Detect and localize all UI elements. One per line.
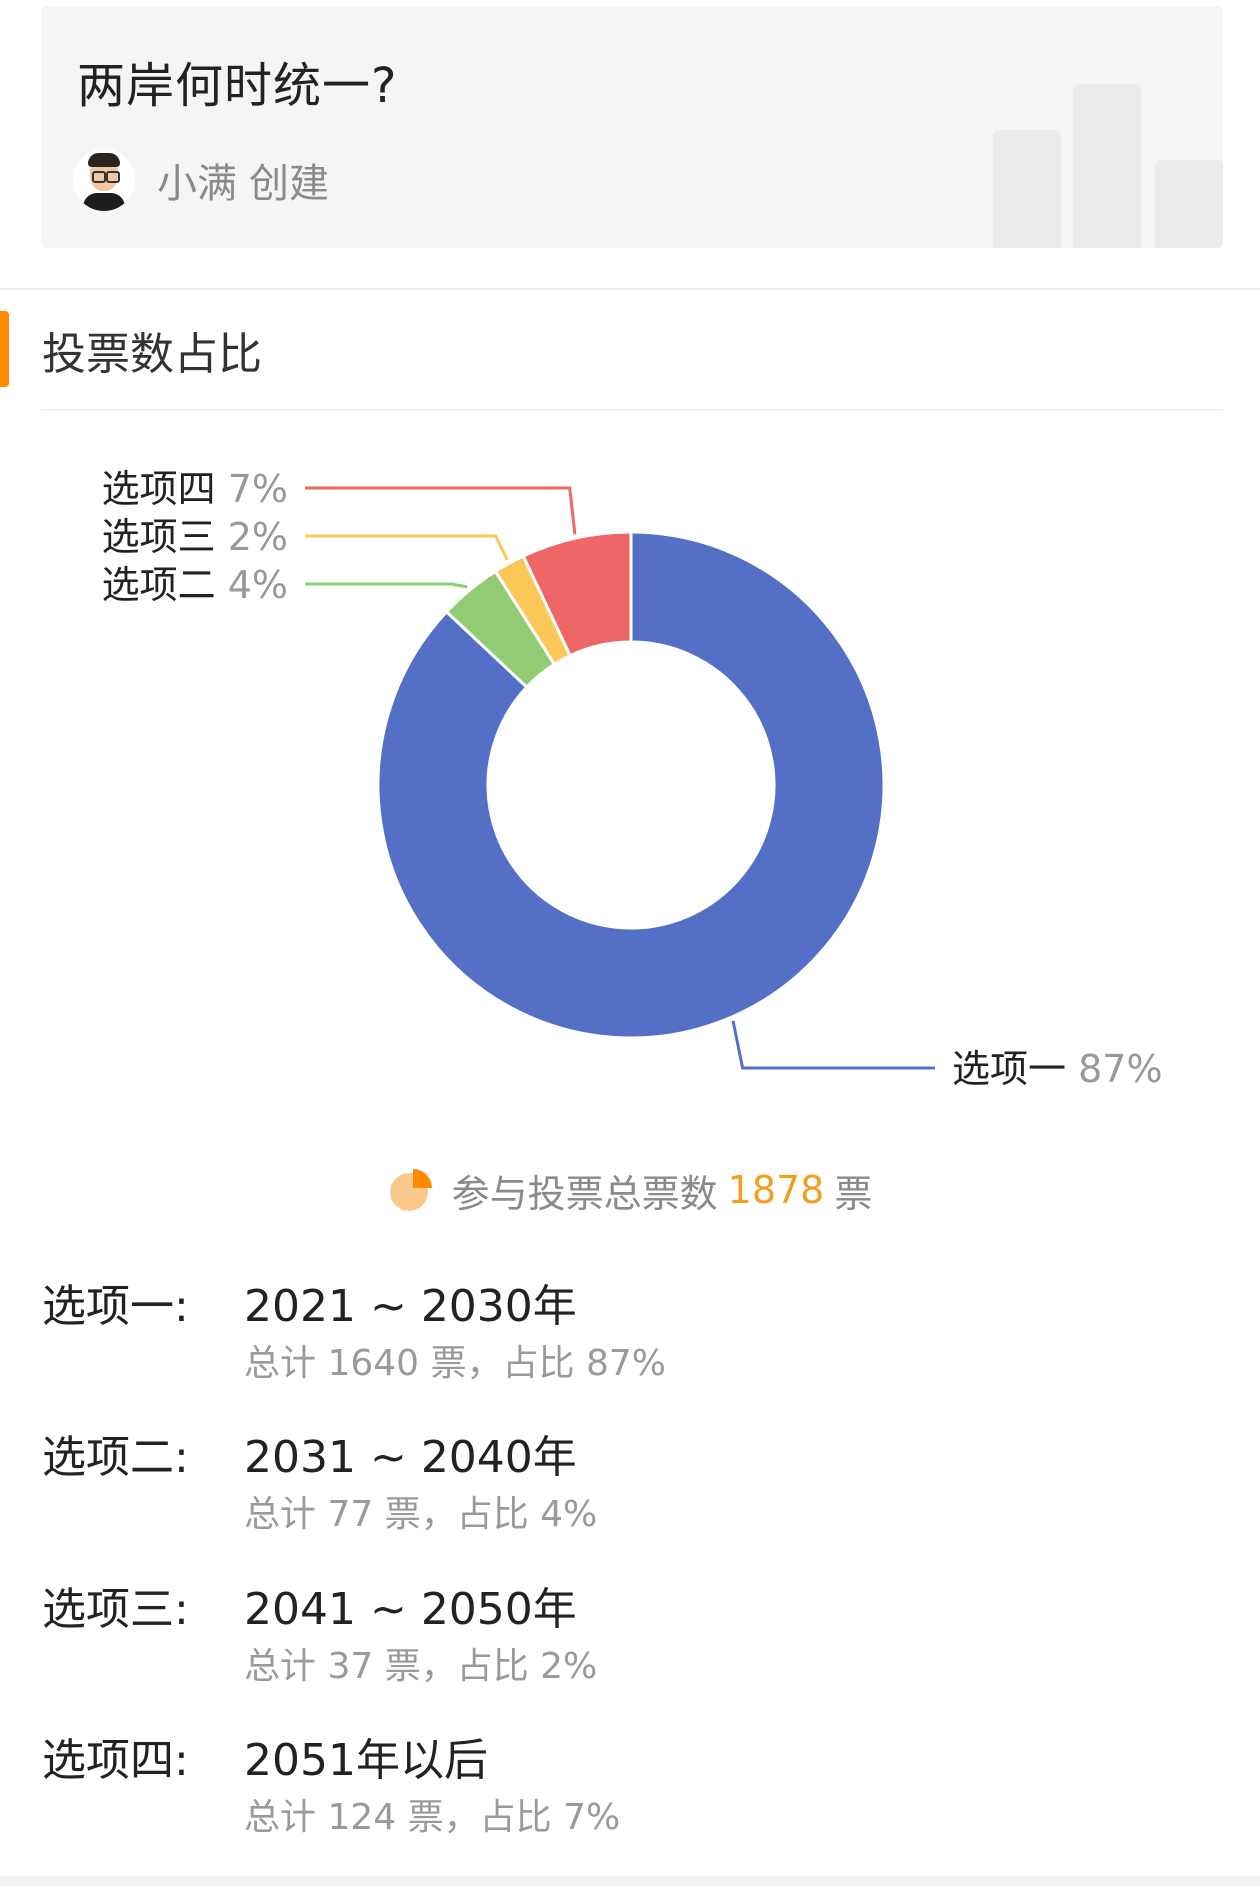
- poll-header-card: 两岸何时统一? 小满 创建: [41, 6, 1223, 248]
- option-label: 选项一:: [42, 1281, 189, 1332]
- total-votes-suffix: 票: [834, 1171, 873, 1216]
- section-accent: [0, 311, 9, 387]
- leader-line-3: [305, 534, 509, 561]
- total-votes-summary: 参与投票总票数 1878 票: [0, 1160, 1260, 1220]
- option-range: 2051年以后: [244, 1735, 488, 1786]
- donut-slice-4[interactable]: [521, 530, 633, 658]
- option-stats: 总计 37 票，占比 2%: [244, 1646, 598, 1687]
- option-label: 选项四:: [42, 1735, 189, 1786]
- option-stats: 总计 124 票，占比 7%: [244, 1797, 621, 1838]
- creator-suffix: 创建: [249, 161, 329, 207]
- slice-label-3: 选项三 2%: [102, 515, 288, 559]
- donut-slice-1[interactable]: [376, 530, 886, 1040]
- decorative-bar: [1073, 84, 1141, 248]
- divider: [41, 409, 1223, 411]
- leader-line-1: [731, 1020, 935, 1070]
- decorative-bar: [993, 130, 1061, 248]
- divider: [0, 288, 1260, 290]
- option-range: 2031 ~ 2040年: [244, 1432, 577, 1483]
- avatar[interactable]: [73, 149, 135, 211]
- option-range: 2041 ~ 2050年: [244, 1584, 577, 1635]
- total-votes-count: 1878: [727, 1168, 825, 1212]
- slice-label-4: 选项四 7%: [102, 467, 288, 511]
- total-votes-prefix: 参与投票总票数: [451, 1171, 718, 1216]
- poll-title: 两岸何时统一?: [77, 58, 398, 114]
- option-stats: 总计 77 票，占比 4%: [244, 1494, 598, 1535]
- pie-chart-icon: [389, 1169, 432, 1211]
- slice-label-1: 选项一 87%: [952, 1047, 1163, 1091]
- option-stats: 总计 1640 票，占比 87%: [244, 1343, 666, 1384]
- option-item: 选项四: 2051年以后 总计 124 票，占比 7%: [42, 1724, 1222, 1844]
- creator-row[interactable]: 小满 创建: [73, 148, 329, 212]
- decorative-bar: [1155, 160, 1223, 248]
- bottom-divider: [0, 1876, 1260, 1886]
- option-label: 选项三:: [42, 1584, 189, 1635]
- option-range: 2021 ~ 2030年: [244, 1281, 577, 1332]
- creator-name[interactable]: 小满: [157, 161, 237, 207]
- option-item: 选项一: 2021 ~ 2030年 总计 1640 票，占比 87%: [42, 1270, 1222, 1390]
- section-title: 投票数占比: [42, 329, 262, 380]
- slice-label-2: 选项二 4%: [102, 563, 288, 607]
- vote-share-donut-chart: 选项一 87% 选项二 4%选项三 2%选项四 7%: [102, 467, 1163, 1091]
- option-label: 选项二:: [42, 1432, 189, 1483]
- option-item: 选项三: 2041 ~ 2050年 总计 37 票，占比 2%: [42, 1573, 1222, 1693]
- option-item: 选项二: 2031 ~ 2040年 总计 77 票，占比 4%: [42, 1421, 1222, 1541]
- leader-line-2: [305, 582, 468, 589]
- leader-line-4: [305, 486, 577, 535]
